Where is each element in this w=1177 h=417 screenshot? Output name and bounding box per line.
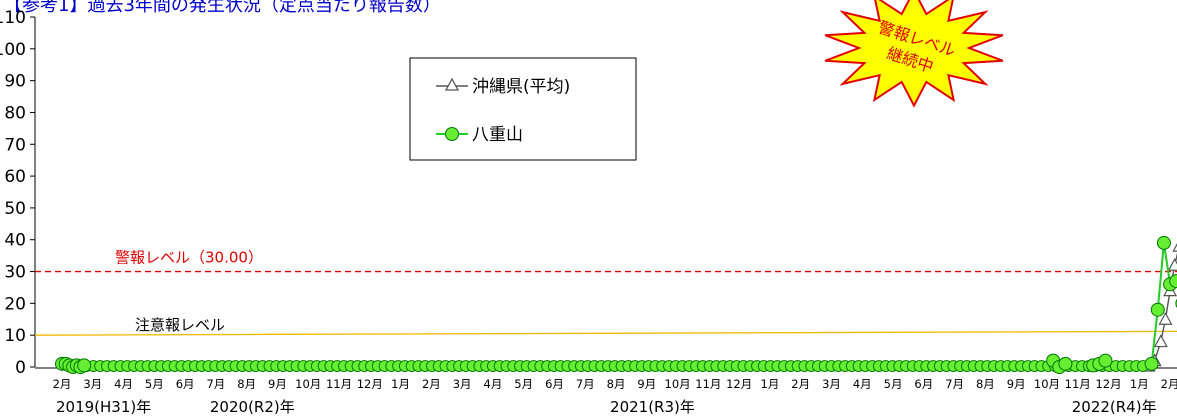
y-tick-label: 100 <box>0 40 26 60</box>
y-tick-label: 70 <box>4 135 26 155</box>
legend-label-yaeyama: 八重山 <box>472 125 523 145</box>
x-tick-label: 9月 <box>637 377 656 391</box>
yaeyama-point <box>1150 302 1165 317</box>
x-tick-label: 5月 <box>514 377 533 391</box>
y-tick-label: 10 <box>4 326 26 346</box>
chart-title: 【参考1】過去3年間の発生状況（定点当たり報告数） <box>4 0 441 16</box>
yaeyama-point <box>1156 235 1171 250</box>
x-tick-label: 8月 <box>237 377 256 391</box>
x-tick-label: 12月 <box>357 377 383 391</box>
x-tick-label: 11月 <box>1065 377 1091 391</box>
x-tick-label: 2月 <box>1161 377 1177 391</box>
x-year-label: 2020(R2)年 <box>210 398 295 416</box>
x-year-label: 2019(H31)年 <box>56 398 151 416</box>
x-tick-label: 1月 <box>1130 377 1149 391</box>
x-tick-label: 7月 <box>206 377 225 391</box>
x-year-label: 2021(R3)年 <box>610 398 695 416</box>
series-yaeyama <box>55 235 1177 374</box>
y-tick-label: 20 <box>4 294 26 314</box>
x-tick-label: 2月 <box>422 377 441 391</box>
x-year-label: 2022(R4)年 <box>1072 398 1157 416</box>
x-tick-label: 1月 <box>391 377 410 391</box>
x-tick-label: 4月 <box>484 377 503 391</box>
x-tick-label: 5月 <box>145 377 164 391</box>
okinawa-point <box>1167 257 1177 271</box>
legend-triangle-icon <box>444 77 460 91</box>
yaeyama-point <box>1058 356 1073 371</box>
legend-circle-icon <box>445 127 459 141</box>
yaeyama-line <box>1150 242 1177 364</box>
okinawa-line <box>1148 252 1177 367</box>
okinawa-point <box>1158 312 1173 325</box>
yaeyama-point <box>1169 274 1177 289</box>
caution-level-line <box>34 330 1177 336</box>
x-tick-label: 6月 <box>545 377 564 391</box>
alert-burst-shape <box>824 0 1004 108</box>
threshold-lines: 警報レベル（30.00） 注意報レベル <box>34 249 1177 336</box>
x-tick-label: 6月 <box>914 377 933 391</box>
x-tick-label: 1月 <box>761 377 780 391</box>
y-tick-label: 30 <box>4 263 26 283</box>
x-tick-label: 6月 <box>176 377 195 391</box>
x-tick-label: 9月 <box>1007 377 1026 391</box>
y-tick-label: 60 <box>4 167 26 187</box>
yaeyama-point <box>1144 356 1159 371</box>
x-tick-label: 10月 <box>1034 377 1060 391</box>
y-tick-label: 80 <box>4 103 26 123</box>
y-tick-label: 0 <box>15 358 26 378</box>
x-tick-label: 7月 <box>945 377 964 391</box>
x-tick-label: 12月 <box>726 377 752 391</box>
legend-box <box>409 57 637 161</box>
yaeyama-point <box>1098 353 1113 368</box>
y-tick-label: 40 <box>4 231 26 251</box>
alert-level-label: 警報レベル（30.00） <box>115 249 263 267</box>
x-tick-label: 7月 <box>576 377 595 391</box>
x-tick-label: 3月 <box>83 377 102 391</box>
y-tick-label: 110 <box>0 8 26 28</box>
legend-label-okinawa: 沖縄県(平均) <box>472 77 570 97</box>
x-tick-label: 3月 <box>453 377 472 391</box>
okinawa-point <box>1172 243 1177 252</box>
x-tick-label: 2月 <box>53 377 72 391</box>
y-tick-label: 50 <box>4 199 26 219</box>
x-tick-label: 5月 <box>884 377 903 391</box>
y-tick-label: 90 <box>4 72 26 92</box>
x-axis: 2月 3月 4月 5月 6月 7月 8月 9月 10月 11月 12月 1月 2月 3月 4月 5月 6月 7月 8… <box>35 367 1177 416</box>
x-tick-label: 8月 <box>607 377 626 391</box>
okinawa-point <box>1153 334 1168 348</box>
x-tick-label: 3月 <box>822 377 841 391</box>
legend: 沖縄県(平均) 八重山 <box>409 57 637 161</box>
x-tick-label: 4月 <box>853 377 872 391</box>
y-axis: 0 10 20 30 40 50 60 70 80 90 100 110 <box>0 8 36 378</box>
x-tick-label: 11月 <box>695 377 721 391</box>
x-tick-label: 9月 <box>268 377 287 391</box>
caution-level-label: 注意報レベル <box>135 316 225 334</box>
x-tick-label: 4月 <box>114 377 133 391</box>
yaeyama-point <box>77 358 92 373</box>
x-tick-label: 10月 <box>665 377 691 391</box>
x-tick-label: 10月 <box>295 377 321 391</box>
x-tick-label: 12月 <box>1095 377 1121 391</box>
x-tick-label: 11月 <box>326 377 352 391</box>
x-tick-label: 2月 <box>791 377 810 391</box>
x-tick-label: 8月 <box>976 377 995 391</box>
